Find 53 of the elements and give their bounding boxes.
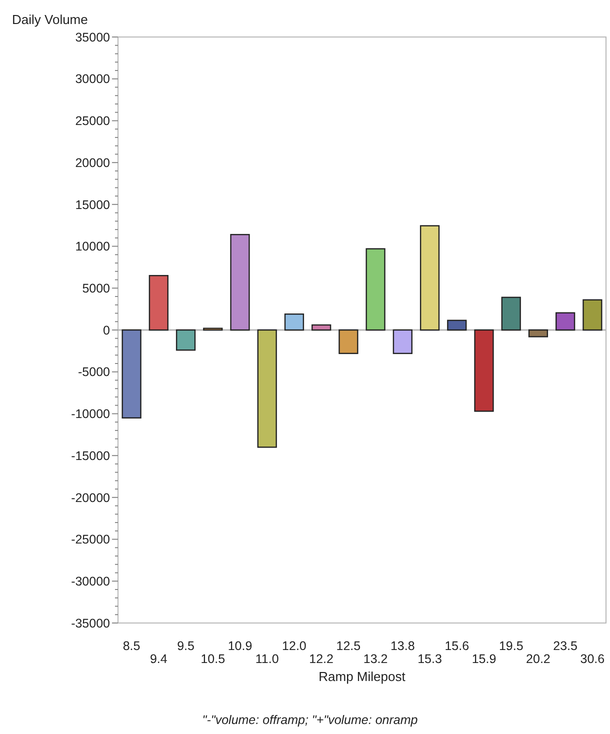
y-tick-label: -10000 [71,407,110,422]
bar [556,312,576,331]
bar [148,274,168,331]
y-tick-label: -35000 [71,616,110,630]
x-tick-label: 8.5 [122,639,140,653]
bar [312,324,332,331]
x-tick-label: 9.5 [177,639,195,653]
y-tick-label: 25000 [75,114,110,128]
bar [420,225,440,331]
x-tick-label: 15.3 [418,652,442,666]
y-tick-label: 10000 [75,240,110,254]
y-tick-label: 30000 [75,72,110,86]
y-tick-label: -20000 [71,490,110,505]
x-tick-label: 12.0 [282,639,306,653]
y-tick-label: -25000 [71,532,110,547]
y-tick-label: -15000 [71,448,110,463]
y-tick-label: 15000 [75,198,110,212]
bar [447,320,467,331]
x-tick-label: 30.6 [580,652,605,666]
x-tick-label: 19.5 [498,639,524,653]
bar [528,329,548,338]
bar [122,329,142,418]
y-tick-label: -30000 [71,574,110,589]
bar [284,313,304,331]
x-tick-label: 20.2 [526,652,550,666]
y-tick-label: -5000 [78,365,110,380]
x-tick-label: 13.8 [390,639,415,653]
y-tick-label: 5000 [82,282,110,296]
x-tick-label: 12.2 [309,652,334,666]
x-tick-label: 15.6 [444,639,470,653]
y-tick-label: 35000 [75,30,110,44]
bar [474,329,494,412]
x-axis-title: Ramp Milepost [318,669,406,684]
x-tick-label: 10.5 [200,652,226,666]
x-tick-label: 10.9 [228,639,252,653]
y-tick-label: 0 [103,323,110,338]
x-tick-label: 13.2 [363,652,388,666]
bar [392,329,412,354]
bar [366,248,386,331]
bar [501,296,521,331]
x-tick-label: 15.9 [472,652,496,666]
y-tick-label: 20000 [75,156,110,170]
bar [230,234,250,331]
text: "-"volume: offramp; "+"volume: onramp [202,713,418,727]
bar [582,299,602,331]
x-tick-label: 12.5 [336,639,361,653]
bar [176,329,196,351]
y-axis-title: Daily Volume [12,12,88,27]
x-tick-label: 23.5 [553,639,578,653]
x-tick-label: 11.0 [255,652,279,666]
bar [338,329,358,354]
x-tick-label: 9.4 [150,652,168,666]
bar [257,329,277,448]
